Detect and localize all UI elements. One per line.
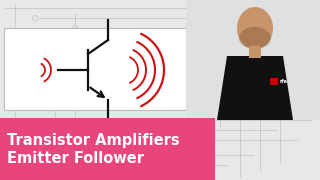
Bar [270,78,278,85]
Ellipse shape [237,7,273,49]
Bar [186,0,320,120]
Text: Emitter Follower: Emitter Follower [7,151,144,166]
Bar [4,28,186,110]
Bar [249,46,261,58]
Polygon shape [217,56,293,120]
Ellipse shape [239,27,271,49]
Bar [0,118,215,180]
Text: Transistor Amplifiers: Transistor Amplifiers [7,133,180,148]
Text: rfe: rfe [280,79,288,84]
